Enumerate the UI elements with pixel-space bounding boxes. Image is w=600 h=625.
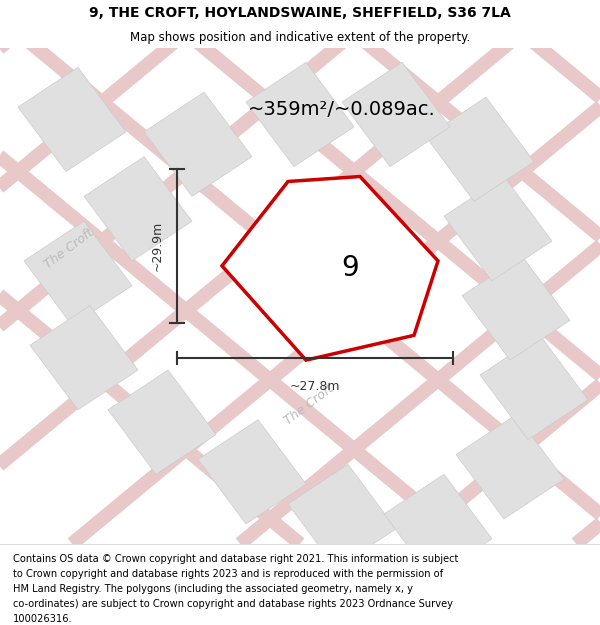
Text: The Croft: The Croft [42,226,96,271]
Text: ~29.9m: ~29.9m [151,221,164,271]
Text: 100026316.: 100026316. [13,614,73,624]
Polygon shape [24,221,132,326]
Text: to Crown copyright and database rights 2023 and is reproduced with the permissio: to Crown copyright and database rights 2… [13,569,443,579]
Polygon shape [198,420,306,524]
Text: co-ordinates) are subject to Crown copyright and database rights 2023 Ordnance S: co-ordinates) are subject to Crown copyr… [13,599,453,609]
Text: ~27.8m: ~27.8m [290,380,340,393]
Polygon shape [342,62,450,167]
Text: 9, THE CROFT, HOYLANDSWAINE, SHEFFIELD, S36 7LA: 9, THE CROFT, HOYLANDSWAINE, SHEFFIELD, … [89,6,511,20]
Polygon shape [444,176,552,281]
Polygon shape [456,415,564,519]
Text: Contains OS data © Crown copyright and database right 2021. This information is : Contains OS data © Crown copyright and d… [13,554,458,564]
Polygon shape [246,62,354,167]
Polygon shape [18,68,126,171]
Polygon shape [480,336,588,439]
Text: Map shows position and indicative extent of the property.: Map shows position and indicative extent… [130,31,470,44]
Text: 9: 9 [341,254,359,282]
Text: ~359m²/~0.089ac.: ~359m²/~0.089ac. [248,100,436,119]
Polygon shape [462,256,570,360]
Polygon shape [84,157,192,261]
Polygon shape [222,176,438,360]
Text: HM Land Registry. The polygons (including the associated geometry, namely x, y: HM Land Registry. The polygons (includin… [13,584,413,594]
Polygon shape [384,474,492,579]
Polygon shape [144,92,252,196]
Polygon shape [288,464,396,569]
Polygon shape [30,306,138,410]
Polygon shape [426,97,534,201]
Polygon shape [108,370,216,474]
Text: The Croft: The Croft [282,382,336,428]
